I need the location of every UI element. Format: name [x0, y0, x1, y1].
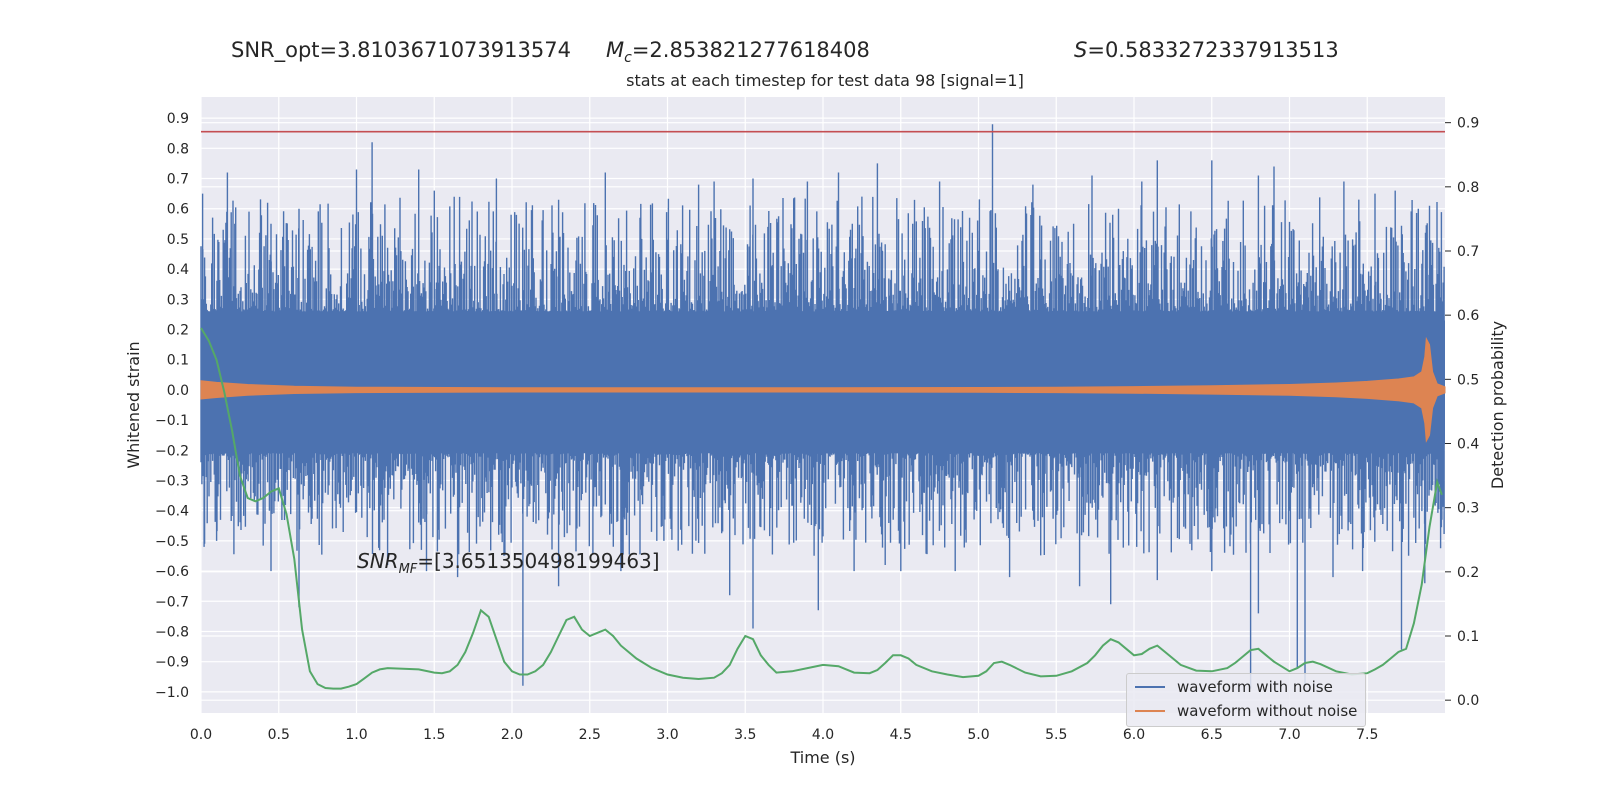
x-tick-label: 0.0	[190, 727, 212, 743]
s-symbol: S	[1074, 38, 1088, 62]
y-tick-label: −0.1	[155, 413, 189, 429]
s-stat: S=0.5833272337913513	[1074, 38, 1339, 62]
snr-mf-annotation: SNRMF=[3.651350498199463]	[357, 549, 660, 577]
x-tick-label: 0.5	[268, 727, 290, 743]
y-tick-label: 0.8	[167, 141, 189, 157]
y-tick-label: −0.8	[155, 624, 189, 640]
y-tick-label: −0.9	[155, 655, 189, 671]
x-tick-label: 3.0	[656, 727, 678, 743]
probability-curve	[200, 327, 1443, 690]
x-tick-label: 7.5	[1356, 727, 1378, 743]
y-tick-label: 0.9	[167, 111, 189, 127]
y-tick-label: 0.3	[167, 292, 189, 308]
y-tick-label: −0.5	[155, 534, 189, 550]
y2-axis-label: Detection probability	[1488, 321, 1507, 489]
y2-tick-label: 0.3	[1457, 501, 1479, 517]
x-tick-label: 1.0	[345, 727, 367, 743]
y-tick-label: 0.6	[167, 202, 189, 218]
y-tick-label: −0.2	[155, 443, 189, 459]
chart-title: stats at each timestep for test data 98 …	[626, 71, 1024, 90]
chirp-mass-value: =2.853821277618408	[631, 38, 870, 62]
snr-opt-stat: SNR_opt=3.8103671073913574	[231, 38, 571, 62]
y2-tick-label: 0.9	[1457, 116, 1479, 132]
x-tick-label: 5.5	[1045, 727, 1067, 743]
y-tick-label: −0.3	[155, 473, 189, 489]
y2-tick-label: 0.8	[1457, 180, 1479, 196]
series-detection-probability	[200, 327, 1443, 690]
x-tick-label: 7.0	[1278, 727, 1300, 743]
x-tick-label: 4.0	[812, 727, 834, 743]
y-tick-label: −0.4	[155, 504, 189, 520]
y-tick-label: −1.0	[155, 685, 189, 701]
x-tick-label: 5.0	[967, 727, 989, 743]
chirp-mass-subscript: c	[624, 50, 632, 67]
chirp-mass-symbol: M	[606, 38, 625, 62]
snr-mf-subscript: MF	[398, 562, 418, 577]
y-tick-label: 0.7	[167, 172, 189, 188]
snr-opt-text: SNR_opt=3.8103671073913574	[231, 38, 571, 62]
chirp-mass-stat: Mc=2.853821277618408	[606, 38, 870, 66]
x-axis-label: Time (s)	[789, 748, 855, 767]
x-tick-label: 1.5	[423, 727, 445, 743]
y2-tick-label: 0.7	[1457, 244, 1479, 260]
legend-swatch-noisy	[1135, 686, 1165, 688]
series-waveform-without-noise	[200, 336, 1446, 443]
legend-swatch-clean	[1135, 710, 1165, 712]
legend-label-clean: waveform without noise	[1177, 702, 1358, 720]
legend-item-clean: waveform without noise	[1135, 701, 1357, 721]
y2-axis-ticks: 0.9 0.8 0.7 0.6 0.5 0.4 0.3 0.2 0.1 0.0	[1445, 116, 1479, 709]
y-tick-label: −0.6	[155, 564, 189, 580]
clean-waveform-envelope	[200, 336, 1446, 443]
legend: waveform with noise waveform without noi…	[1126, 673, 1366, 727]
y-tick-label: 0.4	[167, 262, 189, 278]
snr-mf-value: =[3.651350498199463]	[417, 549, 660, 573]
y2-tick-label: 0.4	[1457, 437, 1479, 453]
y-axis-label: Whitened strain	[124, 341, 143, 468]
series-waveform-with-noise	[200, 124, 1445, 689]
y2-tick-label: 0.1	[1457, 629, 1479, 645]
y-axis-ticks: 0.9 0.8 0.7 0.6 0.5 0.4 0.3 0.2 0.1 0.0 −0.1 −0.2 −0…	[155, 111, 189, 701]
snr-mf-symbol: SNR	[357, 549, 399, 573]
x-tick-label: 2.0	[501, 727, 523, 743]
x-tick-label: 6.5	[1201, 727, 1223, 743]
y-tick-label: 0.1	[167, 353, 189, 369]
legend-label-noisy: waveform with noise	[1177, 678, 1333, 696]
x-tick-label: 6.0	[1123, 727, 1145, 743]
y2-tick-label: 0.0	[1457, 693, 1479, 709]
y2-tick-label: 0.2	[1457, 565, 1479, 581]
y-tick-label: 0.0	[167, 383, 189, 399]
y2-tick-label: 0.5	[1457, 372, 1479, 388]
y-tick-label: −0.7	[155, 594, 189, 610]
y2-tick-label: 0.6	[1457, 308, 1479, 324]
x-tick-label: 3.5	[734, 727, 756, 743]
s-value: =0.5833272337913513	[1087, 38, 1339, 62]
x-axis-ticks: 0.0 0.5 1.0 1.5 2.0 2.5 3.0 3.5 4.0 4.5 5.0 5.5 6.0 6…	[190, 727, 1379, 743]
y-tick-label: 0.2	[167, 323, 189, 339]
x-tick-label: 4.5	[890, 727, 912, 743]
x-tick-label: 2.5	[579, 727, 601, 743]
y-tick-label: 0.5	[167, 232, 189, 248]
legend-item-noisy: waveform with noise	[1135, 677, 1333, 697]
